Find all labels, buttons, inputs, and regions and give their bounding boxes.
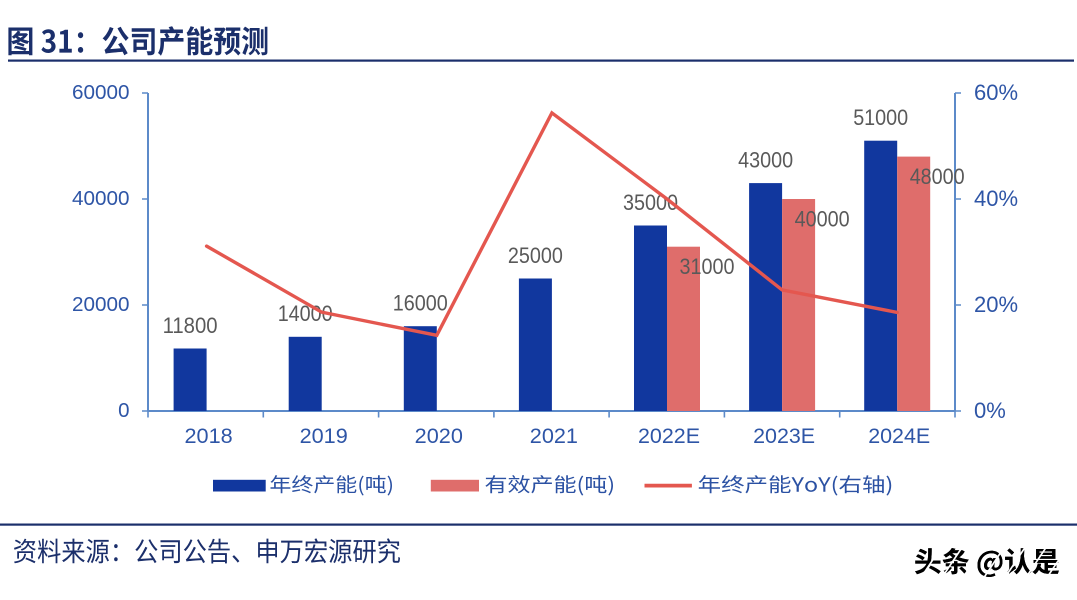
svg-text:48000: 48000 <box>910 164 965 189</box>
svg-text:2020: 2020 <box>415 424 463 448</box>
svg-text:60%: 60% <box>974 80 1018 105</box>
svg-text:43000: 43000 <box>738 147 793 172</box>
svg-text:2021: 2021 <box>530 424 578 448</box>
svg-text:2019: 2019 <box>300 424 348 448</box>
svg-text:31000: 31000 <box>680 254 735 279</box>
svg-text:0%: 0% <box>974 398 1006 423</box>
svg-text:40000: 40000 <box>72 187 130 210</box>
svg-text:60000: 60000 <box>72 81 130 104</box>
svg-text:40000: 40000 <box>795 206 850 231</box>
svg-text:40%: 40% <box>974 186 1018 211</box>
svg-text:25000: 25000 <box>508 243 563 268</box>
svg-text:20000: 20000 <box>72 293 130 316</box>
svg-text:2023E: 2023E <box>753 424 815 448</box>
svg-text:20%: 20% <box>974 292 1018 317</box>
svg-text:16000: 16000 <box>393 291 448 316</box>
svg-text:11800: 11800 <box>163 313 218 338</box>
svg-text:2018: 2018 <box>185 424 233 448</box>
svg-text:0: 0 <box>118 399 129 422</box>
svg-text:2022E: 2022E <box>638 424 700 448</box>
svg-text:2024E: 2024E <box>868 424 930 448</box>
svg-text:51000: 51000 <box>853 105 908 130</box>
